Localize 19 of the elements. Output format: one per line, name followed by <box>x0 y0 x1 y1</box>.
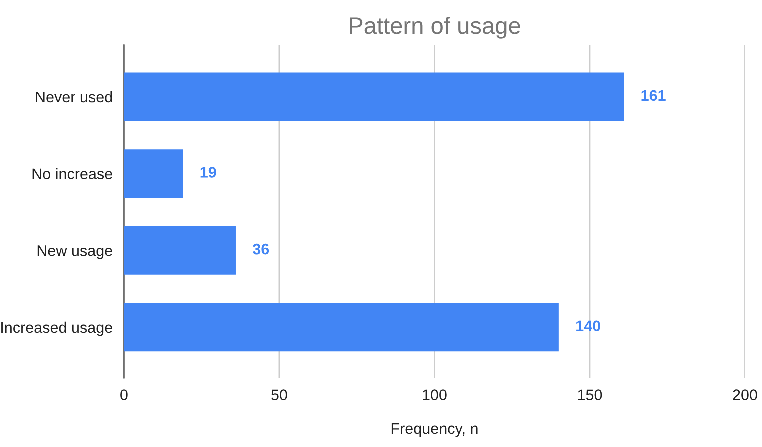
chart-title: Pattern of usage <box>350 16 520 39</box>
x-tick-label: 150 <box>578 390 602 400</box>
bar <box>124 150 184 198</box>
data-label: 36 <box>253 244 270 255</box>
y-tick-label: Increased usage <box>2 322 112 336</box>
x-axis-title: Frequency, n <box>392 424 478 438</box>
data-label: 140 <box>576 320 600 332</box>
x-tick-label: 50 <box>272 390 288 400</box>
bar <box>124 72 624 122</box>
x-tick-label: 200 <box>733 390 758 400</box>
data-label: 19 <box>200 167 216 178</box>
data-label: 161 <box>642 90 666 102</box>
y-tick-label: New usage <box>38 246 112 260</box>
y-tick-label: No increase <box>32 168 112 180</box>
bar <box>124 226 236 275</box>
y-tick-label: Never used <box>36 91 112 103</box>
x-tick-label: 100 <box>423 390 447 400</box>
bar <box>124 303 559 352</box>
x-tick-label: 0 <box>120 390 128 400</box>
